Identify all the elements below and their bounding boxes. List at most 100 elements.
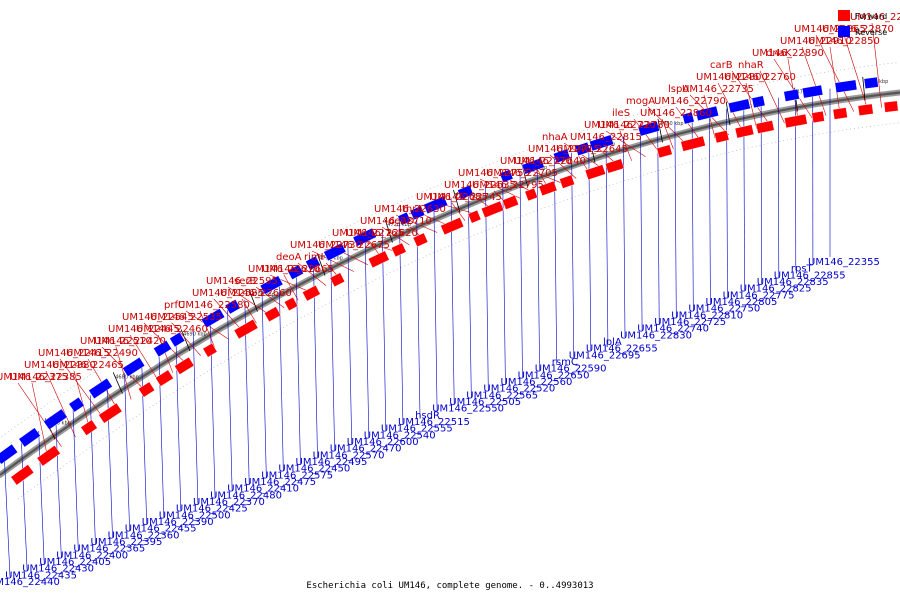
leader-line (871, 22, 882, 108)
leader-line (815, 34, 855, 112)
forward-gene-label: UM146_22865 (794, 24, 866, 35)
leader-line (261, 290, 267, 478)
forward-gene-label: UM146_22635 (444, 180, 516, 191)
leader-line (330, 253, 335, 451)
legend-forward-label: Forward (855, 12, 887, 21)
reverse-gene-track (0, 76, 879, 465)
leader-line (519, 170, 523, 378)
leader-line (38, 430, 45, 564)
reverse-gene (681, 111, 695, 125)
forward-gene (202, 342, 218, 358)
reverse-gene-labels: UM146_22355rpsTUM146_22855UM146_22835UM1… (0, 257, 880, 588)
scale-tick-label: 4760 kbp (660, 121, 684, 127)
reverse-gene (153, 340, 172, 358)
leader-line (347, 245, 352, 444)
forward-gene-label: UM146_22890 (752, 48, 824, 59)
reverse-gene-label: UM146_22390 (142, 517, 214, 528)
forward-gene-label: UM146_22755 (458, 168, 530, 179)
reverse-gene-label: UM146_22520 (483, 384, 555, 395)
reverse-gene-label: UM146_22810 (671, 310, 743, 321)
reverse-gene (287, 264, 304, 280)
forward-gene-label: UM146_22780 (598, 120, 670, 131)
leader-line (502, 177, 506, 384)
leader-line (227, 309, 233, 491)
forward-gene (734, 124, 755, 139)
leader-line (801, 46, 827, 116)
forward-gene-label: UM146_22730 (290, 240, 362, 251)
forward-gene (440, 217, 465, 236)
legend-reverse-swatch (838, 26, 850, 37)
forward-gene (174, 356, 195, 375)
reverse-gene-label: UM146_22360 (108, 530, 180, 541)
leader-line (213, 298, 243, 332)
reverse-gene (457, 184, 474, 200)
forward-gene (832, 107, 848, 120)
reverse-gene (259, 275, 284, 295)
forward-gene (329, 272, 346, 288)
reverse-gene-label: UM146_22470 (330, 444, 402, 455)
forward-gene-label: UM146_22415 (38, 348, 110, 359)
leader-line (554, 158, 557, 364)
leader-line (451, 202, 466, 221)
reverse-gene-label: lplA (603, 337, 622, 348)
forward-gene-label: UM146_22715 (528, 144, 600, 155)
forward-gene (155, 369, 174, 387)
reverse-gene-label: UM146_22435 (5, 570, 77, 581)
forward-gene-label: nhaA (542, 132, 568, 143)
leader-line (657, 126, 660, 324)
reverse-gene-label: UM146_22500 (159, 510, 231, 521)
reverse-gene-label: UM146_22405 (39, 557, 111, 568)
reverse-gene-label: UM146_22570 (313, 450, 385, 461)
leader-line (619, 130, 632, 161)
reverse-gene (18, 427, 41, 448)
leader-line (157, 334, 174, 373)
leader-line (633, 118, 660, 153)
forward-gene-label: UM146_22385 (10, 372, 82, 383)
scale-tick-label: 4670 kbp (47, 420, 71, 426)
forward-gene (36, 445, 61, 467)
forward-gene (656, 144, 673, 159)
forward-gene-label: UM146_22745 (430, 192, 502, 203)
reverse-gene (801, 84, 824, 99)
leader-line (640, 131, 643, 331)
backbone-line (0, 91, 900, 476)
leader-line (171, 322, 201, 356)
forward-gene (538, 180, 558, 197)
forward-gene-label: UM146_22800 (696, 72, 768, 83)
forward-gene-label: UM146_22660 (220, 288, 292, 299)
forward-gene (412, 232, 429, 248)
forward-gene-label: UM146_22685 (416, 192, 488, 203)
forward-gene (467, 209, 482, 224)
reverse-gene (553, 148, 571, 164)
forward-gene-label: UM146_22760 (724, 72, 796, 83)
forward-gene (10, 464, 35, 486)
forward-gene (391, 242, 407, 258)
leader-line (416, 213, 421, 418)
leader-line (622, 136, 626, 338)
forward-gene-label: dnaK (766, 48, 792, 59)
forward-gene-label: UM146_22895 (850, 12, 900, 23)
reverse-gene-label: rsmC (552, 357, 578, 368)
forward-gene (367, 250, 390, 269)
leader-line (468, 191, 472, 398)
forward-gene (784, 113, 808, 129)
scale-tick-mark (248, 289, 258, 312)
forward-gene (502, 195, 519, 210)
forward-gene-track (10, 100, 899, 486)
forward-gene-label: UM146_22460 (136, 324, 208, 335)
reverse-gene (499, 169, 514, 183)
leader-line (536, 164, 540, 371)
leader-line (31, 382, 48, 457)
forward-gene-label: UM146_22860 (640, 108, 712, 119)
leader-line (661, 118, 674, 150)
scale-tick-mark (725, 101, 731, 126)
forward-gene-label: UM146_22535 (150, 312, 222, 323)
forward-gene (98, 402, 123, 424)
leader-line (45, 370, 76, 438)
leader-line (674, 121, 677, 318)
reverse-gene (352, 227, 377, 247)
leader-line (433, 205, 438, 411)
scale-tick-mark (316, 253, 326, 276)
forward-gene (233, 319, 259, 340)
forward-gene-labels: UM146_22895UM146_22870UM146_22865UM146_2… (0, 12, 900, 383)
